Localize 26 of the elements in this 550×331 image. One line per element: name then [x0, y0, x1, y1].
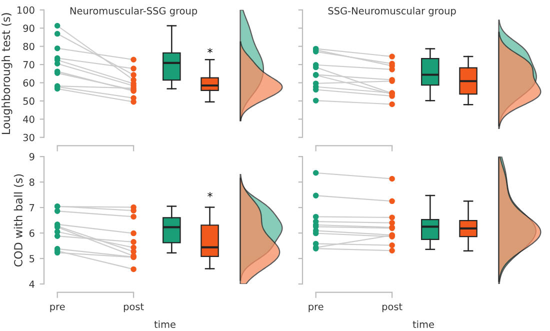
x-tick-label: post: [124, 303, 144, 312]
y-tick-label: 9: [29, 153, 34, 160]
y-tick-label: 30: [23, 134, 34, 142]
y-tick-label: 40: [23, 116, 34, 123]
chart-title: SSG-Neuromuscular group: [328, 6, 456, 16]
y-tick-label: 6: [29, 230, 34, 237]
y-tick-label: 60: [23, 79, 34, 87]
annotation: *: [208, 48, 212, 54]
y-tick-label: 7: [30, 204, 34, 212]
x-tick-label: pre: [308, 304, 324, 312]
y-tick-label: 4: [29, 280, 34, 288]
y-tick-label: 90: [23, 24, 34, 32]
y-tick-label: 100: [17, 6, 34, 14]
x-axis-title: time: [154, 320, 176, 328]
x-tick-label: pre: [50, 304, 65, 312]
y-axis-title: COD with ball (s): [14, 174, 24, 267]
chart-title: Neuromuscular-SSG group: [70, 6, 198, 16]
x-tick-label: post: [382, 303, 402, 312]
y-axis-title: Loughborough test (s): [1, 13, 12, 134]
y-tick-label: 50: [23, 97, 34, 105]
annotation: *: [208, 192, 212, 198]
x-axis-title: time: [412, 320, 434, 328]
y-tick-label: 80: [23, 42, 34, 50]
y-tick-label: 8: [29, 178, 34, 186]
y-tick-label: 5: [30, 255, 34, 262]
y-tick-label: 70: [23, 61, 34, 68]
